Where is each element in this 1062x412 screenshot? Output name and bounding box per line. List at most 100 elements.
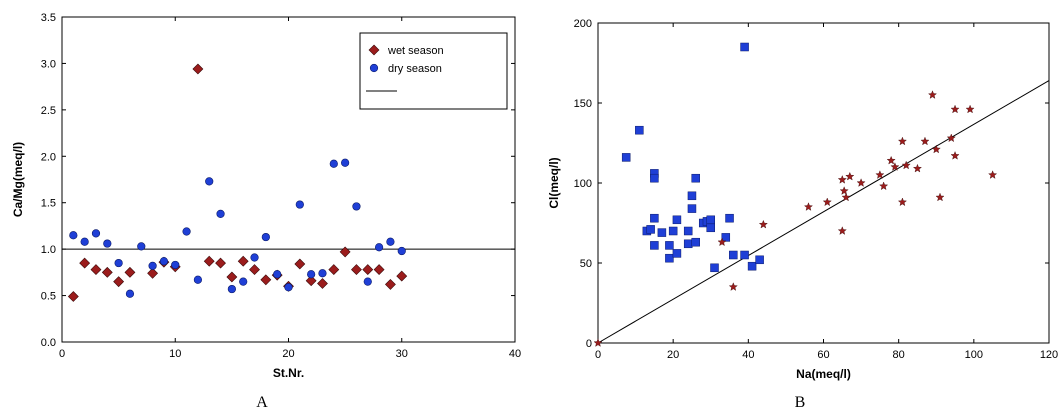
y-tick-label: 2.5 — [41, 105, 56, 117]
legend-marker-dry-season — [369, 63, 379, 73]
data-point-dry-season — [386, 237, 395, 246]
data-point-square — [657, 228, 667, 237]
data-point-square — [650, 173, 659, 183]
x-tick-label: 30 — [396, 348, 408, 360]
data-point-dry-season — [363, 277, 372, 286]
data-point-star — [593, 338, 603, 347]
data-point-star — [890, 162, 900, 171]
y-tick-label: 1.0 — [41, 244, 56, 256]
chart-a: 0 10 20 30 40 0.0 0.5 1.0 1.5 2.0 2.5 3.0 3.5 St.Nr. C… — [11, 12, 521, 411]
data-point-star — [837, 175, 847, 184]
y-tick-label: 3.5 — [41, 12, 56, 24]
data-point-dry-season — [318, 269, 327, 278]
data-point-square — [687, 204, 697, 213]
data-point-star — [839, 186, 849, 195]
y-tick-label: 0.5 — [41, 291, 56, 303]
data-point-star — [886, 155, 896, 165]
data-point-square — [621, 153, 631, 162]
data-point-square — [740, 42, 749, 52]
data-point-dry-season — [239, 277, 248, 286]
data-point-wet-season — [373, 264, 385, 275]
data-point-wet-season — [260, 274, 272, 286]
y-axis-label: Cl(meq/l) — [547, 157, 561, 208]
data-point-dry-season — [261, 232, 270, 242]
data-point-square — [635, 125, 644, 135]
data-point-star — [988, 170, 998, 179]
data-point-square — [683, 239, 693, 249]
y-tick-label: 0.0 — [41, 337, 56, 349]
data-point-star — [856, 178, 866, 187]
data-point-dry-season — [295, 200, 304, 209]
x-tick-label: 80 — [893, 349, 905, 361]
data-point-wet-season — [113, 276, 125, 288]
y-tick-label: 0 — [586, 338, 592, 350]
x-tick-label: 20 — [667, 349, 679, 361]
data-point-square — [710, 263, 719, 273]
data-point-square — [687, 191, 697, 201]
data-point-star — [920, 136, 930, 146]
data-point-star — [931, 144, 941, 154]
data-point-wet-season — [101, 266, 113, 278]
x-tick-label: 100 — [965, 349, 983, 361]
data-point-wet-season — [192, 63, 204, 75]
legend-label: wet season — [387, 45, 444, 57]
data-point-wet-season — [385, 279, 396, 290]
data-point-wet-season — [305, 275, 317, 287]
data-point-wet-season — [317, 278, 328, 289]
data-point-star — [927, 90, 938, 99]
data-point-dry-season — [80, 237, 89, 246]
data-point-square — [725, 213, 734, 223]
panel-label: A — [256, 394, 268, 411]
y-tick-label: 2.0 — [41, 151, 56, 163]
data-point-square — [672, 249, 682, 258]
data-point-wet-season — [339, 246, 351, 258]
data-point-star — [758, 219, 768, 229]
data-point-wet-season — [124, 266, 136, 278]
data-point-dry-season — [148, 261, 157, 270]
x-tick-label: 0 — [595, 349, 601, 361]
data-point-square — [721, 233, 731, 242]
data-point-star — [950, 104, 960, 114]
data-point-dry-season — [193, 275, 202, 284]
x-tick-label: 60 — [817, 349, 829, 361]
data-point-dry-season — [307, 270, 316, 279]
data-point-square — [665, 241, 674, 250]
data-point-wet-season — [90, 264, 102, 275]
data-point-star — [845, 171, 855, 181]
data-point-dry-season — [137, 242, 146, 251]
data-point-star — [875, 170, 885, 179]
data-point-dry-season — [273, 270, 282, 279]
data-point-square — [747, 261, 757, 271]
data-point-dry-season — [375, 243, 384, 252]
data-point-star — [879, 181, 889, 191]
y-tick-label: 100 — [574, 178, 592, 190]
data-point-square — [683, 226, 693, 236]
data-point-dry-season — [91, 229, 101, 238]
data-point-star — [965, 104, 975, 114]
data-point-square — [706, 223, 715, 233]
data-point-star — [897, 197, 907, 207]
data-point-square — [691, 237, 700, 247]
data-point-square — [691, 173, 700, 183]
data-point-dry-season — [125, 289, 135, 298]
data-point-wet-season — [147, 267, 159, 279]
y-tick-label: 150 — [574, 98, 592, 110]
data-point-square — [650, 241, 659, 250]
data-point-square — [672, 215, 682, 225]
data-point-dry-season — [182, 227, 191, 236]
data-point-star — [897, 136, 907, 146]
data-point-square — [706, 215, 715, 225]
data-point-wet-season — [67, 291, 79, 302]
x-tick-label: 40 — [509, 348, 521, 360]
data-point-star — [946, 133, 956, 143]
data-point-star — [837, 226, 847, 235]
y-tick-label: 50 — [580, 258, 592, 270]
data-point-star — [841, 192, 851, 202]
data-point-dry-season — [69, 231, 78, 240]
data-point-dry-season — [250, 253, 259, 262]
data-point-dry-season — [114, 258, 123, 268]
data-point-square — [755, 255, 764, 265]
x-tick-label: 0 — [59, 348, 65, 360]
data-point-dry-season — [159, 257, 169, 266]
